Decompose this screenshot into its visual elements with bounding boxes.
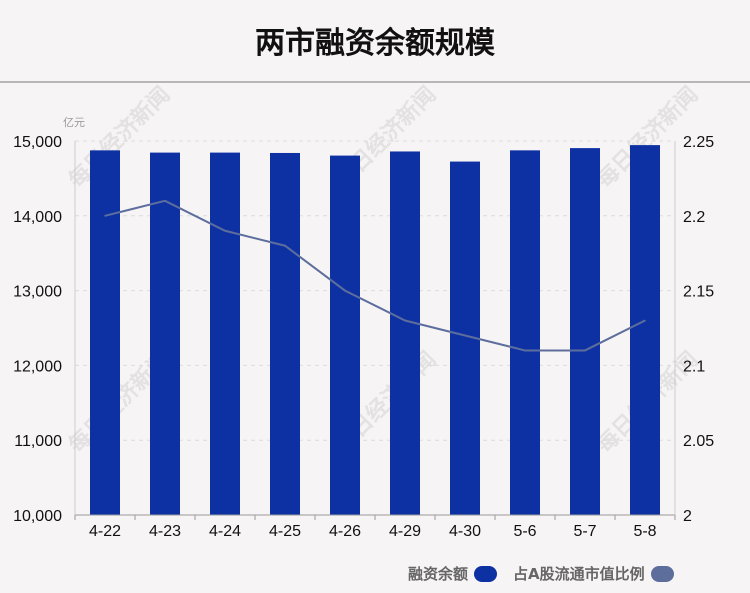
legend-item-bar[interactable]: 融资余额 <box>408 563 498 584</box>
bar <box>150 152 180 515</box>
ratio-point <box>224 229 226 232</box>
x-tick-label: 5-6 <box>513 523 536 540</box>
bar <box>570 148 600 515</box>
bar <box>210 152 240 515</box>
legend: 融资余额 占A股流通市值比例 <box>408 563 690 584</box>
y-right-tick-label: 2.2 <box>683 209 705 226</box>
bar-series <box>90 145 660 516</box>
bar <box>90 150 120 515</box>
ratio-point <box>524 349 526 352</box>
x-tick-label: 4-30 <box>449 523 481 540</box>
x-tick-label: 4-25 <box>269 523 301 540</box>
y-left-tick-label: 15,000 <box>13 134 62 151</box>
bar <box>390 151 420 516</box>
legend-line-swatch <box>650 565 674 582</box>
ratio-point <box>464 334 466 337</box>
y-right-tick-label: 2.1 <box>683 358 705 375</box>
bar <box>270 152 300 515</box>
x-tick-label: 4-24 <box>209 523 241 540</box>
x-tick-label: 5-8 <box>633 523 656 540</box>
x-tick-label: 5-7 <box>573 523 596 540</box>
bar <box>330 155 360 515</box>
x-tick-label: 4-22 <box>89 523 121 540</box>
legend-bar-label: 融资余额 <box>408 565 469 583</box>
x-tick-label: 4-29 <box>389 523 421 540</box>
ratio-point <box>404 319 406 322</box>
title-divider <box>0 81 750 83</box>
ratio-point <box>644 319 646 322</box>
x-tick-label: 4-26 <box>329 523 361 540</box>
x-tick-label: 4-23 <box>149 523 181 540</box>
ratio-point <box>284 244 286 247</box>
ratio-line <box>104 199 646 352</box>
ratio-point <box>344 289 346 292</box>
line-series <box>104 199 646 352</box>
axes: 10,000 2 11,000 2.05 12,000 2.1 13,000 2.15 14,0… <box>13 134 714 540</box>
y-right-tick-label: 2.15 <box>683 284 714 301</box>
ratio-point <box>164 200 166 202</box>
unit-label: 亿元 <box>63 116 85 129</box>
y-left-tick-label: 10,000 <box>13 508 62 525</box>
y-right-tick-label: 2.05 <box>683 433 714 450</box>
y-left-tick-label: 14,000 <box>13 209 62 226</box>
y-left-tick-label: 11,000 <box>14 433 62 450</box>
bar <box>630 145 660 515</box>
legend-item-line[interactable]: 占A股流通市值比例 <box>513 563 674 584</box>
chart-title: 两市融资余额规模 <box>255 26 495 61</box>
ratio-point <box>584 349 586 352</box>
bar <box>510 150 540 515</box>
ratio-point <box>104 215 106 217</box>
y-left-tick-label: 13,000 <box>13 284 62 301</box>
legend-line-label: 占A股流通市值比例 <box>513 565 645 583</box>
legend-bar-swatch <box>474 565 498 582</box>
y-right-tick-label: 2.25 <box>683 134 714 151</box>
y-right-tick-label: 2 <box>683 508 692 525</box>
y-left-tick-label: 12,000 <box>13 358 62 375</box>
